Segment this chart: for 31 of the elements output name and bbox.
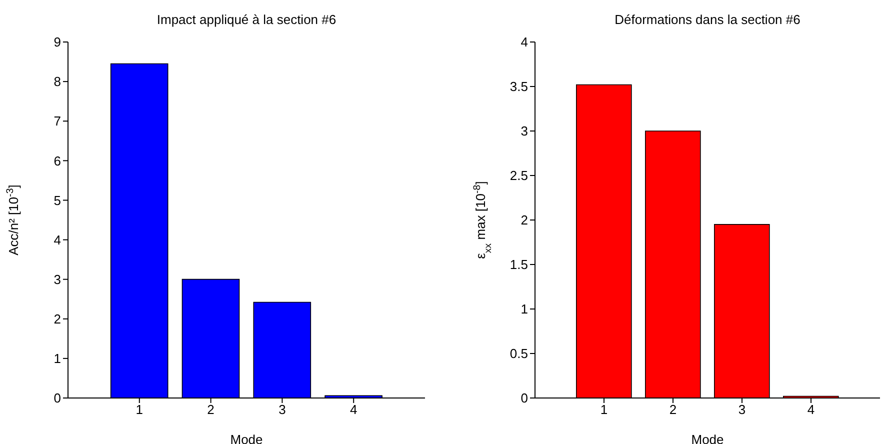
chart-title: Impact appliqué à la section #6: [156, 12, 338, 27]
y-tick-label: 9: [54, 34, 61, 50]
y-tick-label: 0: [520, 390, 528, 406]
y-tick-label: 3: [54, 272, 61, 287]
y-tick-label: 5: [54, 192, 61, 208]
y-tick-label: 1: [520, 302, 528, 317]
y-tick-label: 0.5: [510, 346, 528, 362]
x-tick-label: 2: [207, 402, 214, 418]
x-tick-label: 1: [136, 402, 144, 418]
x-tick-label: 1: [600, 402, 608, 418]
x-tick-label: 4: [807, 402, 815, 418]
y-tick-label: 1.5: [510, 257, 528, 272]
y-tick-label: 3.5: [510, 79, 528, 94]
y-tick-label: 2.5: [510, 168, 528, 184]
x-tick-label: 3: [738, 402, 746, 418]
chart-title: Déformations dans la section #6: [614, 12, 802, 27]
x-axis-title: Mode: [230, 432, 263, 444]
y-tick-label: 4: [54, 232, 61, 248]
y-tick-label: 2: [54, 312, 61, 327]
x-tick-label: 2: [669, 402, 677, 418]
y-tick-label: 4: [520, 34, 528, 50]
y-tick-label: 0: [54, 390, 61, 406]
x-tick-label: 3: [278, 402, 286, 418]
y-tick-label: 3: [520, 124, 528, 139]
x-tick-label: 4: [350, 402, 358, 418]
y-tick-label: 1: [54, 351, 61, 366]
y-tick-label: 7: [54, 114, 61, 129]
x-axis-title: Mode: [691, 432, 724, 444]
y-tick-label: 6: [54, 153, 61, 168]
y-tick-label: 2: [520, 212, 528, 228]
y-tick-label: 8: [54, 74, 61, 90]
